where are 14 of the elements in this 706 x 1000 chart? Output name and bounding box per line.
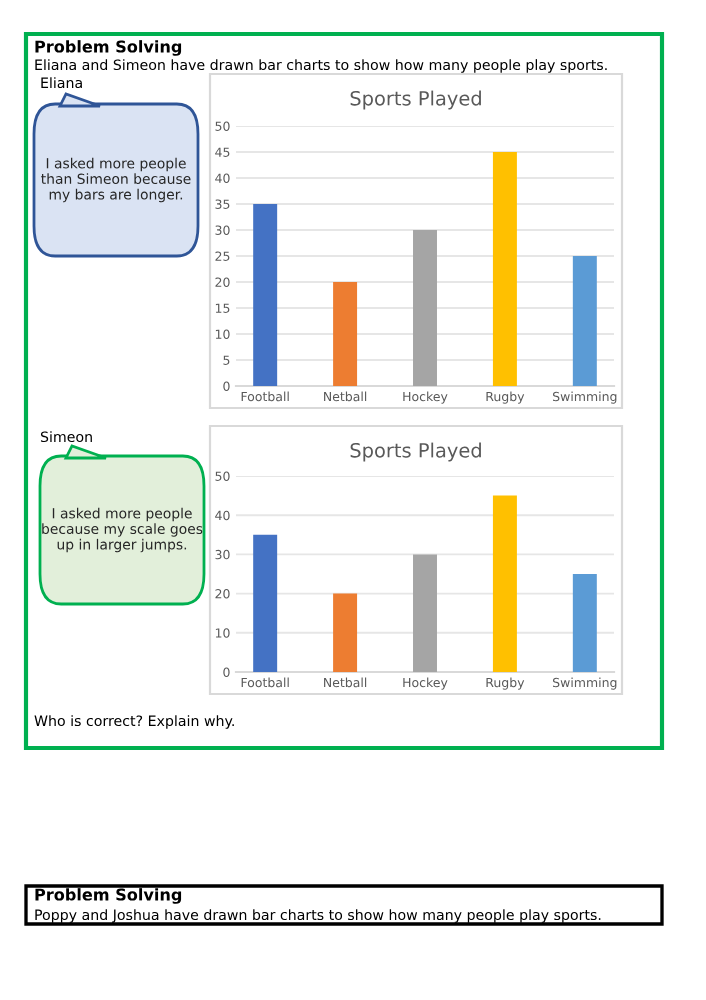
bar [253, 534, 278, 672]
bar [572, 574, 597, 672]
bar [572, 256, 597, 386]
bar [492, 495, 517, 672]
bar [333, 282, 358, 386]
text: Problem Solving [35, 40, 182, 56]
text: Problem Solving [35, 888, 182, 904]
bar [413, 554, 437, 672]
bar [492, 152, 517, 386]
chart-title: Sports Played [350, 90, 481, 110]
bar [413, 230, 437, 386]
chart-title: Sports Played [350, 442, 481, 462]
bar [333, 593, 358, 672]
bar [253, 204, 278, 386]
